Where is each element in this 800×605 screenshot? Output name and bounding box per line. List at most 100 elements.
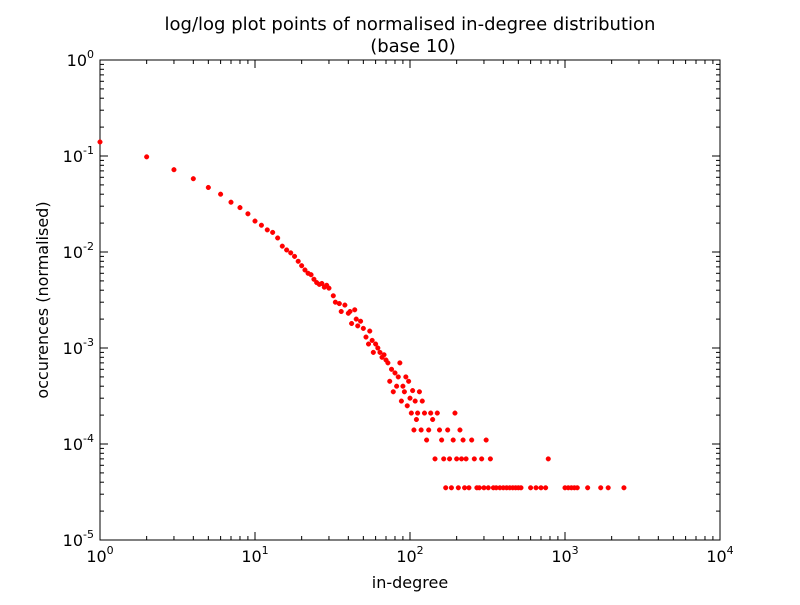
data-point — [347, 308, 353, 315]
data-point — [430, 416, 436, 423]
data-point — [454, 456, 460, 462]
data-point — [479, 456, 485, 462]
data-point — [404, 403, 410, 409]
data-point — [424, 437, 430, 443]
data-point — [481, 485, 487, 491]
data-point — [411, 427, 417, 433]
data-point — [412, 398, 418, 404]
data-point — [299, 263, 305, 269]
data-point — [410, 388, 416, 394]
data-point — [388, 366, 395, 372]
data-point — [452, 410, 458, 416]
x-axis-label: in-degree — [372, 573, 448, 592]
data-point — [390, 389, 396, 395]
data-point — [485, 485, 491, 491]
data-point — [447, 456, 453, 462]
data-point — [375, 345, 381, 351]
data-point — [413, 416, 419, 423]
x-tick-label: 100 — [86, 544, 113, 566]
data-point — [538, 485, 544, 491]
data-point — [352, 307, 358, 313]
data-point — [245, 211, 251, 217]
data-point — [448, 485, 454, 491]
chart-title: log/log plot points of normalised in-deg… — [165, 14, 656, 35]
data-point — [418, 427, 424, 433]
data-point — [543, 485, 549, 491]
data-point — [370, 349, 376, 355]
data-point — [397, 360, 403, 366]
plot-area: 100 101 102 103 104 10-5 10-4 10-3 10-2 10-1 100 — [63, 48, 734, 566]
data-point — [426, 427, 432, 433]
data-point — [369, 337, 375, 343]
data-point — [363, 334, 369, 340]
data-point — [377, 349, 383, 355]
data-point — [311, 276, 317, 282]
y-axis-label: occurences (normalised) — [33, 201, 52, 398]
data-point — [487, 456, 493, 462]
data-point — [416, 389, 422, 395]
data-point — [445, 427, 451, 433]
data-point — [469, 437, 475, 443]
data-point — [358, 318, 364, 324]
data-point — [621, 485, 627, 491]
y-tick-label: 10-1 — [63, 144, 94, 166]
data-point — [205, 184, 211, 191]
data-point — [292, 253, 298, 259]
data-point — [385, 360, 391, 366]
data-point — [463, 456, 469, 462]
data-point — [401, 389, 407, 395]
data-point — [284, 247, 290, 253]
data-point — [434, 410, 440, 416]
data-point — [605, 485, 611, 491]
plot-frame — [99, 59, 721, 541]
data-point — [373, 341, 379, 347]
data-point — [308, 272, 314, 278]
x-tick-label: 104 — [706, 544, 733, 566]
data-point — [436, 427, 443, 433]
data-point — [428, 410, 434, 416]
data-point — [598, 485, 604, 491]
data-point — [144, 154, 150, 160]
data-point — [365, 341, 372, 347]
y-tick-label: 10-2 — [63, 240, 94, 262]
data-point — [398, 398, 404, 404]
data-point — [403, 374, 409, 380]
data-point — [439, 437, 445, 443]
data-point — [302, 267, 308, 273]
data-point — [455, 485, 461, 491]
data-point — [394, 383, 400, 389]
data-point — [270, 229, 276, 235]
data-point — [288, 250, 294, 256]
data-point — [476, 485, 482, 491]
data-point — [518, 485, 524, 491]
data-point — [462, 485, 468, 491]
data-point — [466, 485, 472, 491]
data-point — [319, 280, 325, 287]
data-point — [458, 456, 465, 462]
data-point — [408, 410, 414, 416]
data-point — [353, 316, 359, 322]
data-point — [574, 485, 580, 491]
data-point — [295, 258, 301, 264]
data-point — [218, 191, 224, 197]
x-tick-label: 101 — [241, 544, 268, 566]
data-point — [450, 437, 456, 443]
y-tick-label: 100 — [67, 48, 94, 70]
y-tick-label: 10-4 — [63, 432, 94, 454]
data-point — [457, 427, 463, 433]
data-point — [275, 235, 281, 241]
data-point — [533, 485, 539, 491]
data-point — [400, 383, 406, 389]
data-point — [237, 205, 243, 211]
data-point — [342, 302, 348, 308]
data-point — [190, 176, 196, 182]
data-point — [228, 199, 234, 205]
data-point — [441, 456, 447, 462]
data-point — [443, 485, 449, 491]
data-point — [392, 370, 398, 376]
data-point — [97, 139, 103, 145]
data-point — [367, 328, 373, 334]
data-point — [471, 456, 477, 462]
y-tick-label: 10-3 — [63, 336, 94, 358]
